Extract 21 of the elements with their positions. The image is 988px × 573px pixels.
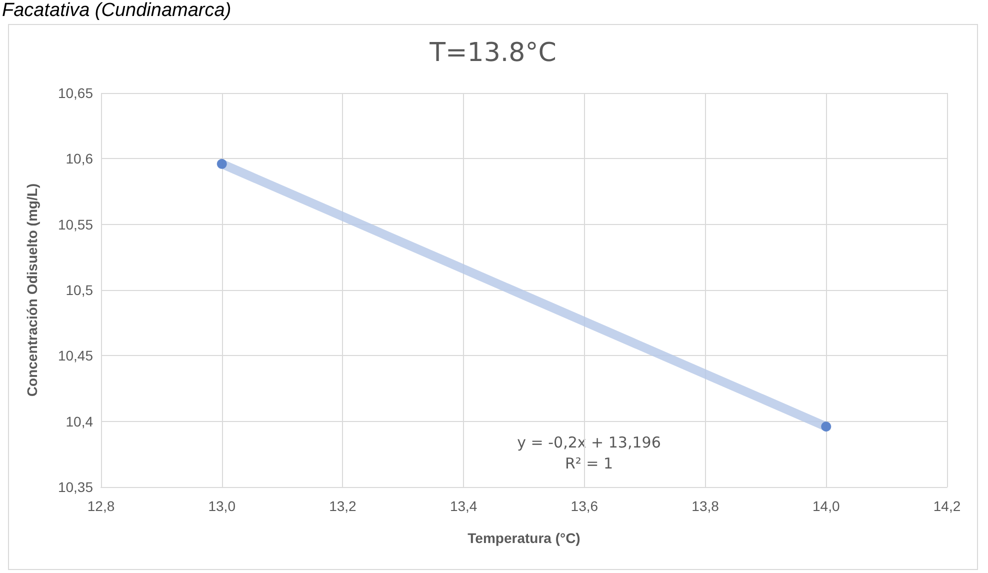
x-tick-label: 14,0: [812, 498, 840, 514]
x-tick-label: 13,0: [208, 498, 236, 514]
y-tick-label: 10,6: [66, 150, 94, 167]
y-tick-label: 10,35: [58, 479, 94, 495]
y-tick-label: 10,45: [58, 348, 94, 364]
chart-title: T=13.8°C: [428, 38, 556, 68]
x-tick-label: 13,8: [692, 498, 720, 514]
y-tick-label: 10,5: [66, 282, 94, 298]
x-tick-label: 14,2: [933, 498, 961, 514]
y-axis-title: Concentración Odisuelto (mg/L): [24, 183, 40, 397]
y-tick-label: 10,65: [58, 85, 94, 101]
annotation: R² = 1: [564, 454, 614, 472]
text: Facatativa (Cundinamarca): [2, 0, 232, 22]
x-tick-label: 13,2: [329, 498, 357, 514]
y-tick-label: 10,55: [58, 216, 94, 232]
y-tick-label: 10,4: [66, 413, 94, 430]
x-tick-label: 13,4: [450, 498, 478, 514]
x-axis-title: Temperatura (°C): [468, 530, 580, 546]
x-tick-label: 13,6: [570, 498, 598, 514]
x-tick-label: 12,8: [87, 498, 115, 514]
annotation: y = -0,2x + 13,196: [517, 434, 661, 452]
